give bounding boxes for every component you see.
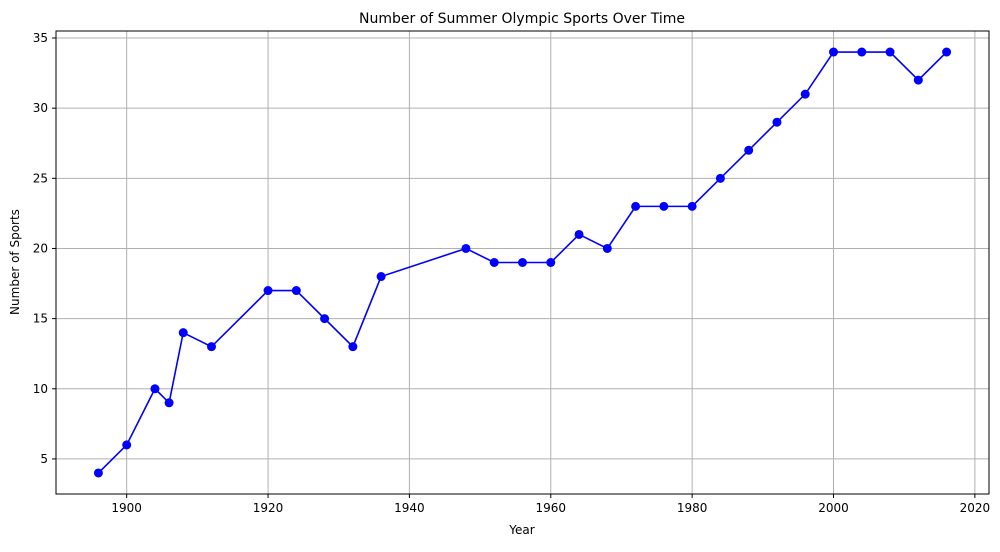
data-point [546, 258, 556, 267]
y-axis-label: Number of Sports [8, 209, 22, 315]
data-point [602, 243, 612, 253]
data-point [913, 75, 923, 85]
y-tick-label: 25 [33, 171, 48, 185]
data-point [659, 201, 669, 211]
x-axis-label: Year [508, 523, 534, 537]
plot-area-frame [55, 30, 990, 495]
data-point [687, 201, 697, 211]
data-point [376, 272, 386, 282]
x-tick-label: 1900 [111, 501, 142, 515]
data-point [320, 314, 330, 324]
x-tick-label: 1920 [253, 501, 284, 515]
y-tick-label: 10 [33, 382, 48, 396]
data-point [291, 286, 301, 296]
data-point [885, 47, 895, 57]
data-point [631, 201, 641, 211]
data-point [829, 47, 838, 57]
data-point [164, 398, 174, 408]
data-point [942, 47, 952, 57]
data-point [518, 258, 527, 267]
data-point [178, 328, 188, 338]
x-tick-label: 2000 [818, 501, 849, 515]
y-tick-label: 35 [33, 31, 48, 45]
x-tick-label: 2020 [960, 501, 991, 515]
data-point [489, 258, 499, 267]
data-markers [93, 47, 952, 478]
data-point [150, 384, 160, 394]
data-point [207, 342, 216, 352]
chart-title: Number of Summer Olympic Sports Over Tim… [359, 11, 685, 27]
y-tick-label: 20 [33, 241, 48, 255]
data-point [122, 440, 132, 450]
x-tick-label: 1960 [535, 501, 566, 515]
data-point [800, 89, 810, 99]
data-point [461, 243, 471, 253]
y-tick-label: 30 [33, 101, 48, 115]
y-tick-label: 15 [33, 312, 48, 326]
x-tick-label: 1940 [394, 501, 425, 515]
data-point [857, 47, 867, 57]
data-point [715, 173, 725, 183]
y-tick-label: 5 [40, 452, 48, 466]
data-point [574, 229, 584, 239]
data-point [93, 468, 103, 478]
x-axis-ticks: 1900 1920 1940 1960 1980 2000 2020 [111, 494, 990, 515]
gridlines [56, 31, 989, 494]
data-point [744, 145, 754, 155]
data-point [263, 286, 273, 296]
data-point [348, 342, 358, 352]
data-point [772, 117, 782, 127]
y-axis-ticks: 5 10 15 20 25 30 35 [33, 31, 56, 466]
x-tick-label: 1980 [677, 501, 708, 515]
